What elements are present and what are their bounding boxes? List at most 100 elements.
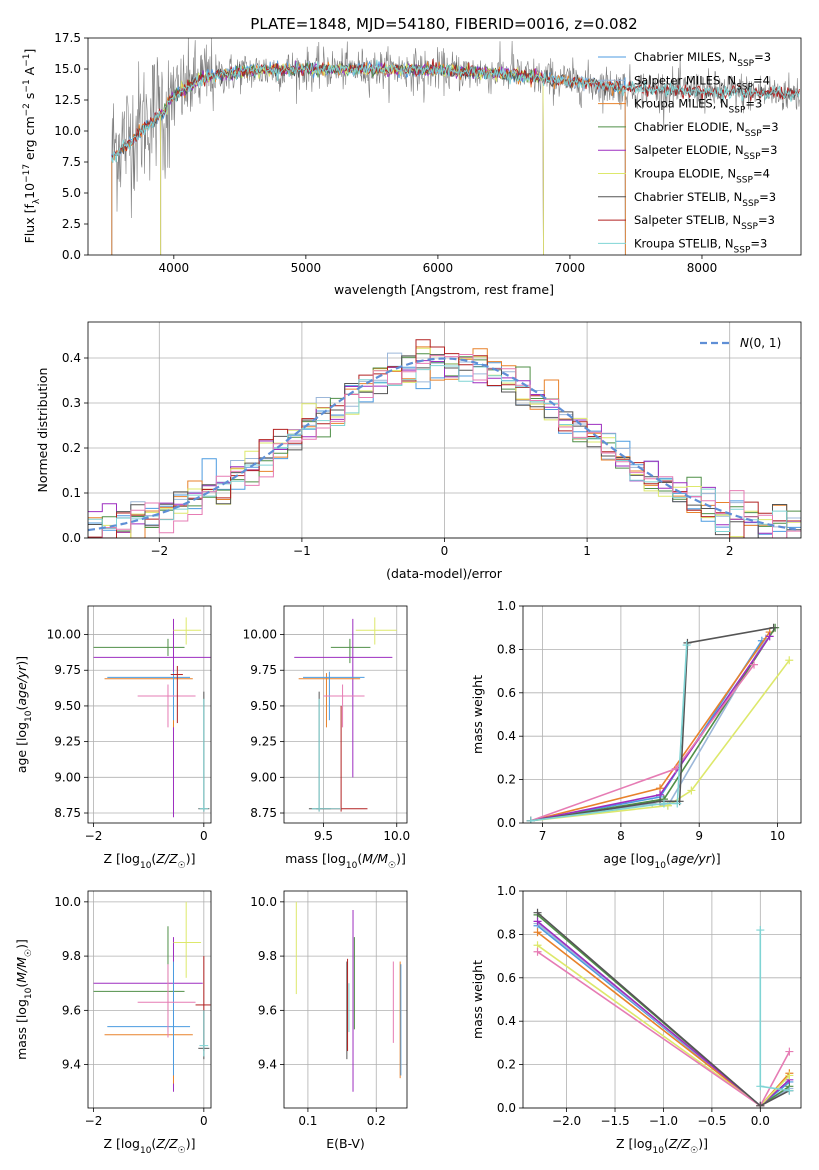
label-part: ☉ <box>178 1146 186 1156</box>
x-tick-label: −1 <box>293 544 311 558</box>
y-tick-label: 9.25 <box>250 735 277 749</box>
label-part: 10 <box>24 987 34 999</box>
weight-line <box>530 627 776 822</box>
label-part: )] <box>186 1136 196 1151</box>
label-part: ☉ <box>178 861 186 871</box>
label-part: −1 <box>22 54 32 67</box>
weight-marker <box>687 786 696 795</box>
y-axis-label: mass [log10(M/M☉)] <box>14 939 34 1060</box>
x-tick-label: 5000 <box>291 261 322 275</box>
label-part: Chabrier STELIB, N <box>634 190 742 204</box>
label-part: )] <box>14 939 29 949</box>
label-part: SSP <box>734 245 751 255</box>
weight-line <box>530 626 774 822</box>
histogram-step <box>88 365 801 538</box>
label-part: ( <box>151 1136 156 1151</box>
weight-line <box>759 930 790 1092</box>
y-tick-label: 0.4 <box>62 351 81 365</box>
x-tick-label: −2.0 <box>552 1114 581 1128</box>
y-tick-label: 9.6 <box>258 1003 277 1017</box>
legend-label: Chabrier MILES, NSSP=3 <box>634 50 771 69</box>
legend-label: Chabrier STELIB, NSSP=3 <box>634 190 776 209</box>
y-tick-label: 0.2 <box>62 441 81 455</box>
label-part: ☉ <box>24 949 34 957</box>
label-part: ] <box>22 49 37 54</box>
label-part: age/yr <box>14 665 29 706</box>
model-line-salpeter-miles <box>111 60 626 255</box>
label-part: Salpeter ELODIE, N <box>634 143 744 157</box>
x-tick-label: 0 <box>200 1114 208 1128</box>
weight-marker <box>533 908 542 917</box>
plot-area <box>533 908 794 1108</box>
axes-frame <box>283 890 408 1109</box>
label-part: 10 <box>652 1146 664 1156</box>
label-part: −17 <box>22 164 32 183</box>
label-part: SSP <box>742 199 759 209</box>
weight-marker <box>756 926 765 935</box>
y-axis-label: Flux [fλ10−17 erg cm−2 s−1 A−1] <box>22 49 42 244</box>
model-line-salpeter-stelib <box>111 59 800 159</box>
label-part: =3 <box>759 190 776 204</box>
axes-frame <box>522 890 802 1109</box>
x-tick-label: 4000 <box>159 261 190 275</box>
residual-axes: −2 −1 0 1 2 0.0 0.1 0.2 0.3 0.4 N(0, 1) Normed dist… <box>35 321 802 581</box>
label-part: SSP <box>745 129 762 139</box>
label-part: =3 <box>750 236 767 250</box>
label-part: age [log <box>603 851 654 866</box>
label-part: ( <box>151 851 156 866</box>
y-tick-label: 0.6 <box>497 971 516 985</box>
y-tick-label: 9.6 <box>62 1003 81 1017</box>
label-part: Chabrier ELODIE, N <box>634 120 745 134</box>
weight-marker <box>671 764 680 773</box>
histogram-step <box>88 357 801 534</box>
axes-frame <box>522 605 802 824</box>
weight-marker <box>533 917 542 926</box>
x-axis-label: age [log10(age/yr)] <box>603 851 720 871</box>
y-axis-label: mass weight <box>470 960 485 1039</box>
weight-marker <box>756 1082 765 1091</box>
weight-marker <box>785 1047 794 1056</box>
y-tick-label: 0.6 <box>497 686 516 700</box>
x-tick-label: −0.5 <box>697 1114 726 1128</box>
label-part: ( <box>357 851 362 866</box>
axes-frame <box>87 37 802 256</box>
y-tick-label: 2.5 <box>62 217 81 231</box>
y-tick-label: 0.3 <box>62 396 81 410</box>
label-part: =3 <box>745 97 762 111</box>
label-part: Z/Z <box>155 851 178 866</box>
axes-frame <box>283 605 408 824</box>
label-part: ( <box>14 983 29 988</box>
y-tick-label: 0.8 <box>497 642 516 656</box>
x-tick-label: 0 <box>200 829 208 843</box>
y-axis-label: age [log10(age/yr)] <box>14 656 34 773</box>
label-part: =4 <box>753 73 770 87</box>
label-part: =3 <box>754 50 771 64</box>
y-tick-label: 10.0 <box>54 895 81 909</box>
y-tick-label: 1.0 <box>497 599 516 613</box>
weight-marker <box>769 623 778 632</box>
label-part: )] <box>698 1136 708 1151</box>
label-part: SSP <box>736 176 753 186</box>
weight-line <box>530 631 771 822</box>
plot-area <box>88 339 801 538</box>
x-tick-label: 9.5 <box>314 829 333 843</box>
weight-marker <box>785 1071 794 1080</box>
x-tick-label: 1 <box>583 544 591 558</box>
model-line-kroupa-elodie <box>160 63 544 255</box>
age-mass-axes: 9.5 10.0 8.75 9.00 9.25 9.50 9.75 10.00 mass [lo… <box>243 605 410 871</box>
y-tick-label: 0.4 <box>497 729 516 743</box>
x-axis-label: Z [log10(Z/Z☉)] <box>104 851 196 871</box>
gaussian-curve <box>88 357 799 532</box>
x-axis-label: mass [log10(M/M☉)] <box>285 851 406 871</box>
label-part: Kroupa MILES, N <box>634 97 729 111</box>
label-part: =3 <box>761 143 778 157</box>
x-tick-label: 0.1 <box>298 1114 317 1128</box>
y-tick-label: 0.2 <box>497 773 516 787</box>
weight-marker <box>765 632 774 641</box>
y-tick-label: 10.00 <box>47 628 81 642</box>
y-tick-label: 9.00 <box>54 770 81 784</box>
y-axis-label: mass weight <box>470 675 485 754</box>
label-part: M/M <box>362 851 388 866</box>
model-line-chabrier-elodie <box>160 62 544 255</box>
y-tick-label: 9.50 <box>54 699 81 713</box>
